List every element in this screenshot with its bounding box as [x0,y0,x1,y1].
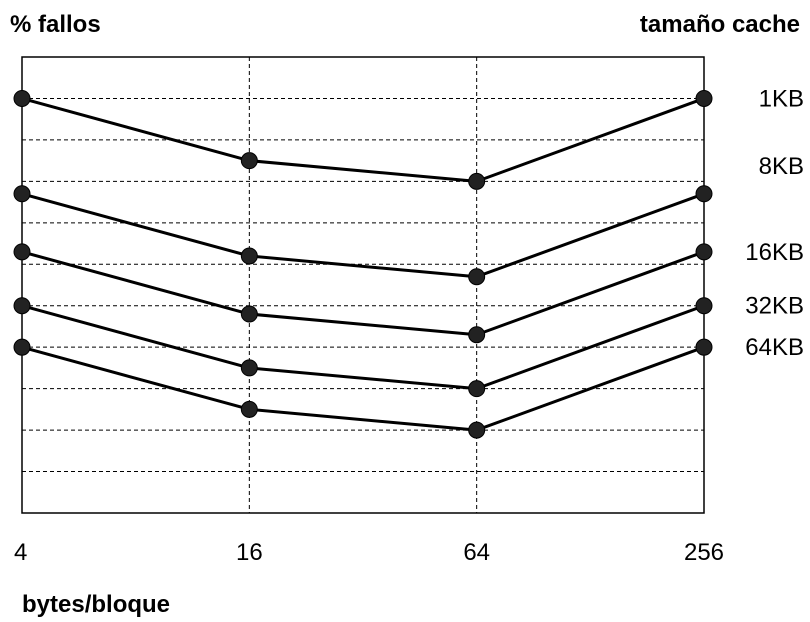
series-line-64KB [21,345,705,432]
x-tick-labels: 4 16 64 256 [14,539,724,566]
data-point [695,89,713,107]
data-point [240,359,258,377]
x-axis-title: bytes/bloque [22,591,170,618]
series-label: 32KB [745,293,804,320]
plot-frame [21,56,705,514]
series-label: 16KB [745,239,804,266]
series-label: 8KB [759,153,804,180]
data-point [695,243,713,261]
series-label: 1KB [759,85,804,112]
data-point [240,305,258,323]
x-tick-label: 256 [684,539,724,566]
series-group [13,89,713,439]
data-point [695,338,713,356]
data-point [240,400,258,418]
y-axis-title: % fallos [10,11,101,38]
data-point [13,243,31,261]
data-point [240,247,258,265]
data-point [695,297,713,315]
x-tick-label: 16 [236,539,263,566]
data-point [468,172,486,190]
legend-title: tamaño cache [640,11,800,38]
data-point [468,421,486,439]
series-labels: 1KB 8KB 16KB 32KB 64KB [745,85,804,361]
series-line-8KB [21,192,705,279]
data-point [13,297,31,315]
data-point [13,89,31,107]
data-point [13,185,31,203]
x-tick-label: 64 [463,539,490,566]
data-point [468,326,486,344]
series-label: 64KB [745,334,804,361]
series-line-16KB [21,250,705,337]
data-point [468,380,486,398]
data-point [13,338,31,356]
series-line-1KB [21,97,705,183]
data-point [695,185,713,203]
data-point [240,152,258,170]
data-point [468,268,486,286]
series-line-32KB [21,304,705,391]
x-tick-label: 4 [14,539,27,566]
